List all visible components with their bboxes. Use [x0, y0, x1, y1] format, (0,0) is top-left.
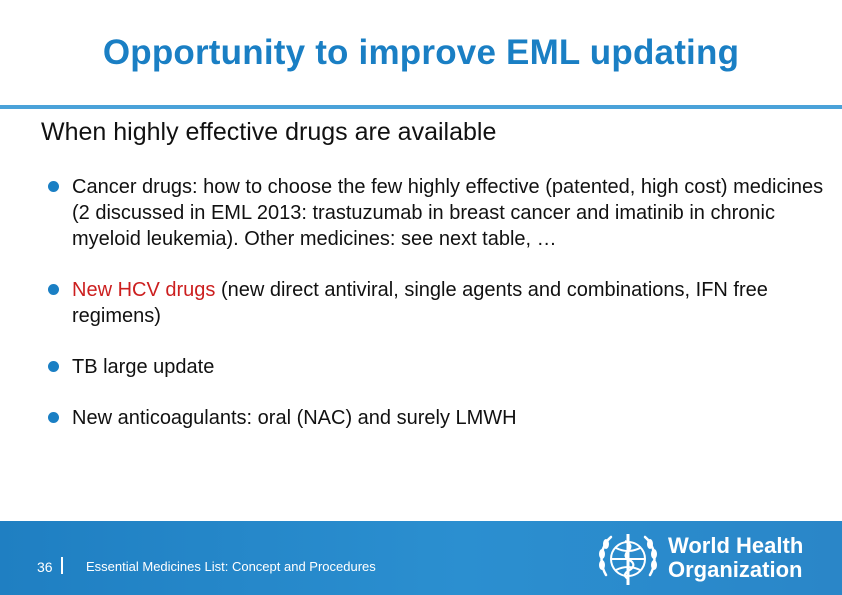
slide-subtitle: When highly effective drugs are availabl… — [41, 118, 497, 146]
organization-name-line1: World Health — [668, 533, 804, 558]
organization-name: World Health Organization — [668, 534, 803, 582]
bullet-item: New anticoagulants: oral (NAC) and surel… — [48, 405, 828, 431]
title-divider — [0, 105, 842, 109]
slide-title: Opportunity to improve EML updating — [102, 33, 740, 72]
bullet-item: TB large update — [48, 354, 828, 380]
bullet-text: Cancer drugs: how to choose the few high… — [72, 176, 824, 250]
organization-name-line2: Organization — [668, 557, 803, 582]
bullet-item: New HCV drugs (new direct antiviral, sin… — [48, 277, 828, 329]
bullet-text: New anticoagulants: oral (NAC) and surel… — [72, 407, 517, 429]
footer-bar: 36 Essential Medicines List: Concept and… — [0, 521, 842, 595]
footer-caption: Essential Medicines List: Concept and Pr… — [86, 559, 376, 574]
page-number: 36 — [37, 559, 53, 575]
page-number-separator — [61, 557, 63, 574]
bullet-dot-icon — [48, 284, 59, 295]
bullet-dot-icon — [48, 181, 59, 192]
who-emblem-icon — [599, 534, 657, 585]
bullet-text: (new direct antiviral, single agents and… — [72, 279, 768, 327]
bullet-text: TB large update — [72, 356, 215, 378]
bullet-list: Cancer drugs: how to choose the few high… — [48, 174, 828, 456]
bullet-dot-icon — [48, 412, 59, 423]
bullet-item: Cancer drugs: how to choose the few high… — [48, 174, 828, 252]
bullet-highlight: New HCV drugs — [72, 279, 216, 301]
bullet-dot-icon — [48, 361, 59, 372]
